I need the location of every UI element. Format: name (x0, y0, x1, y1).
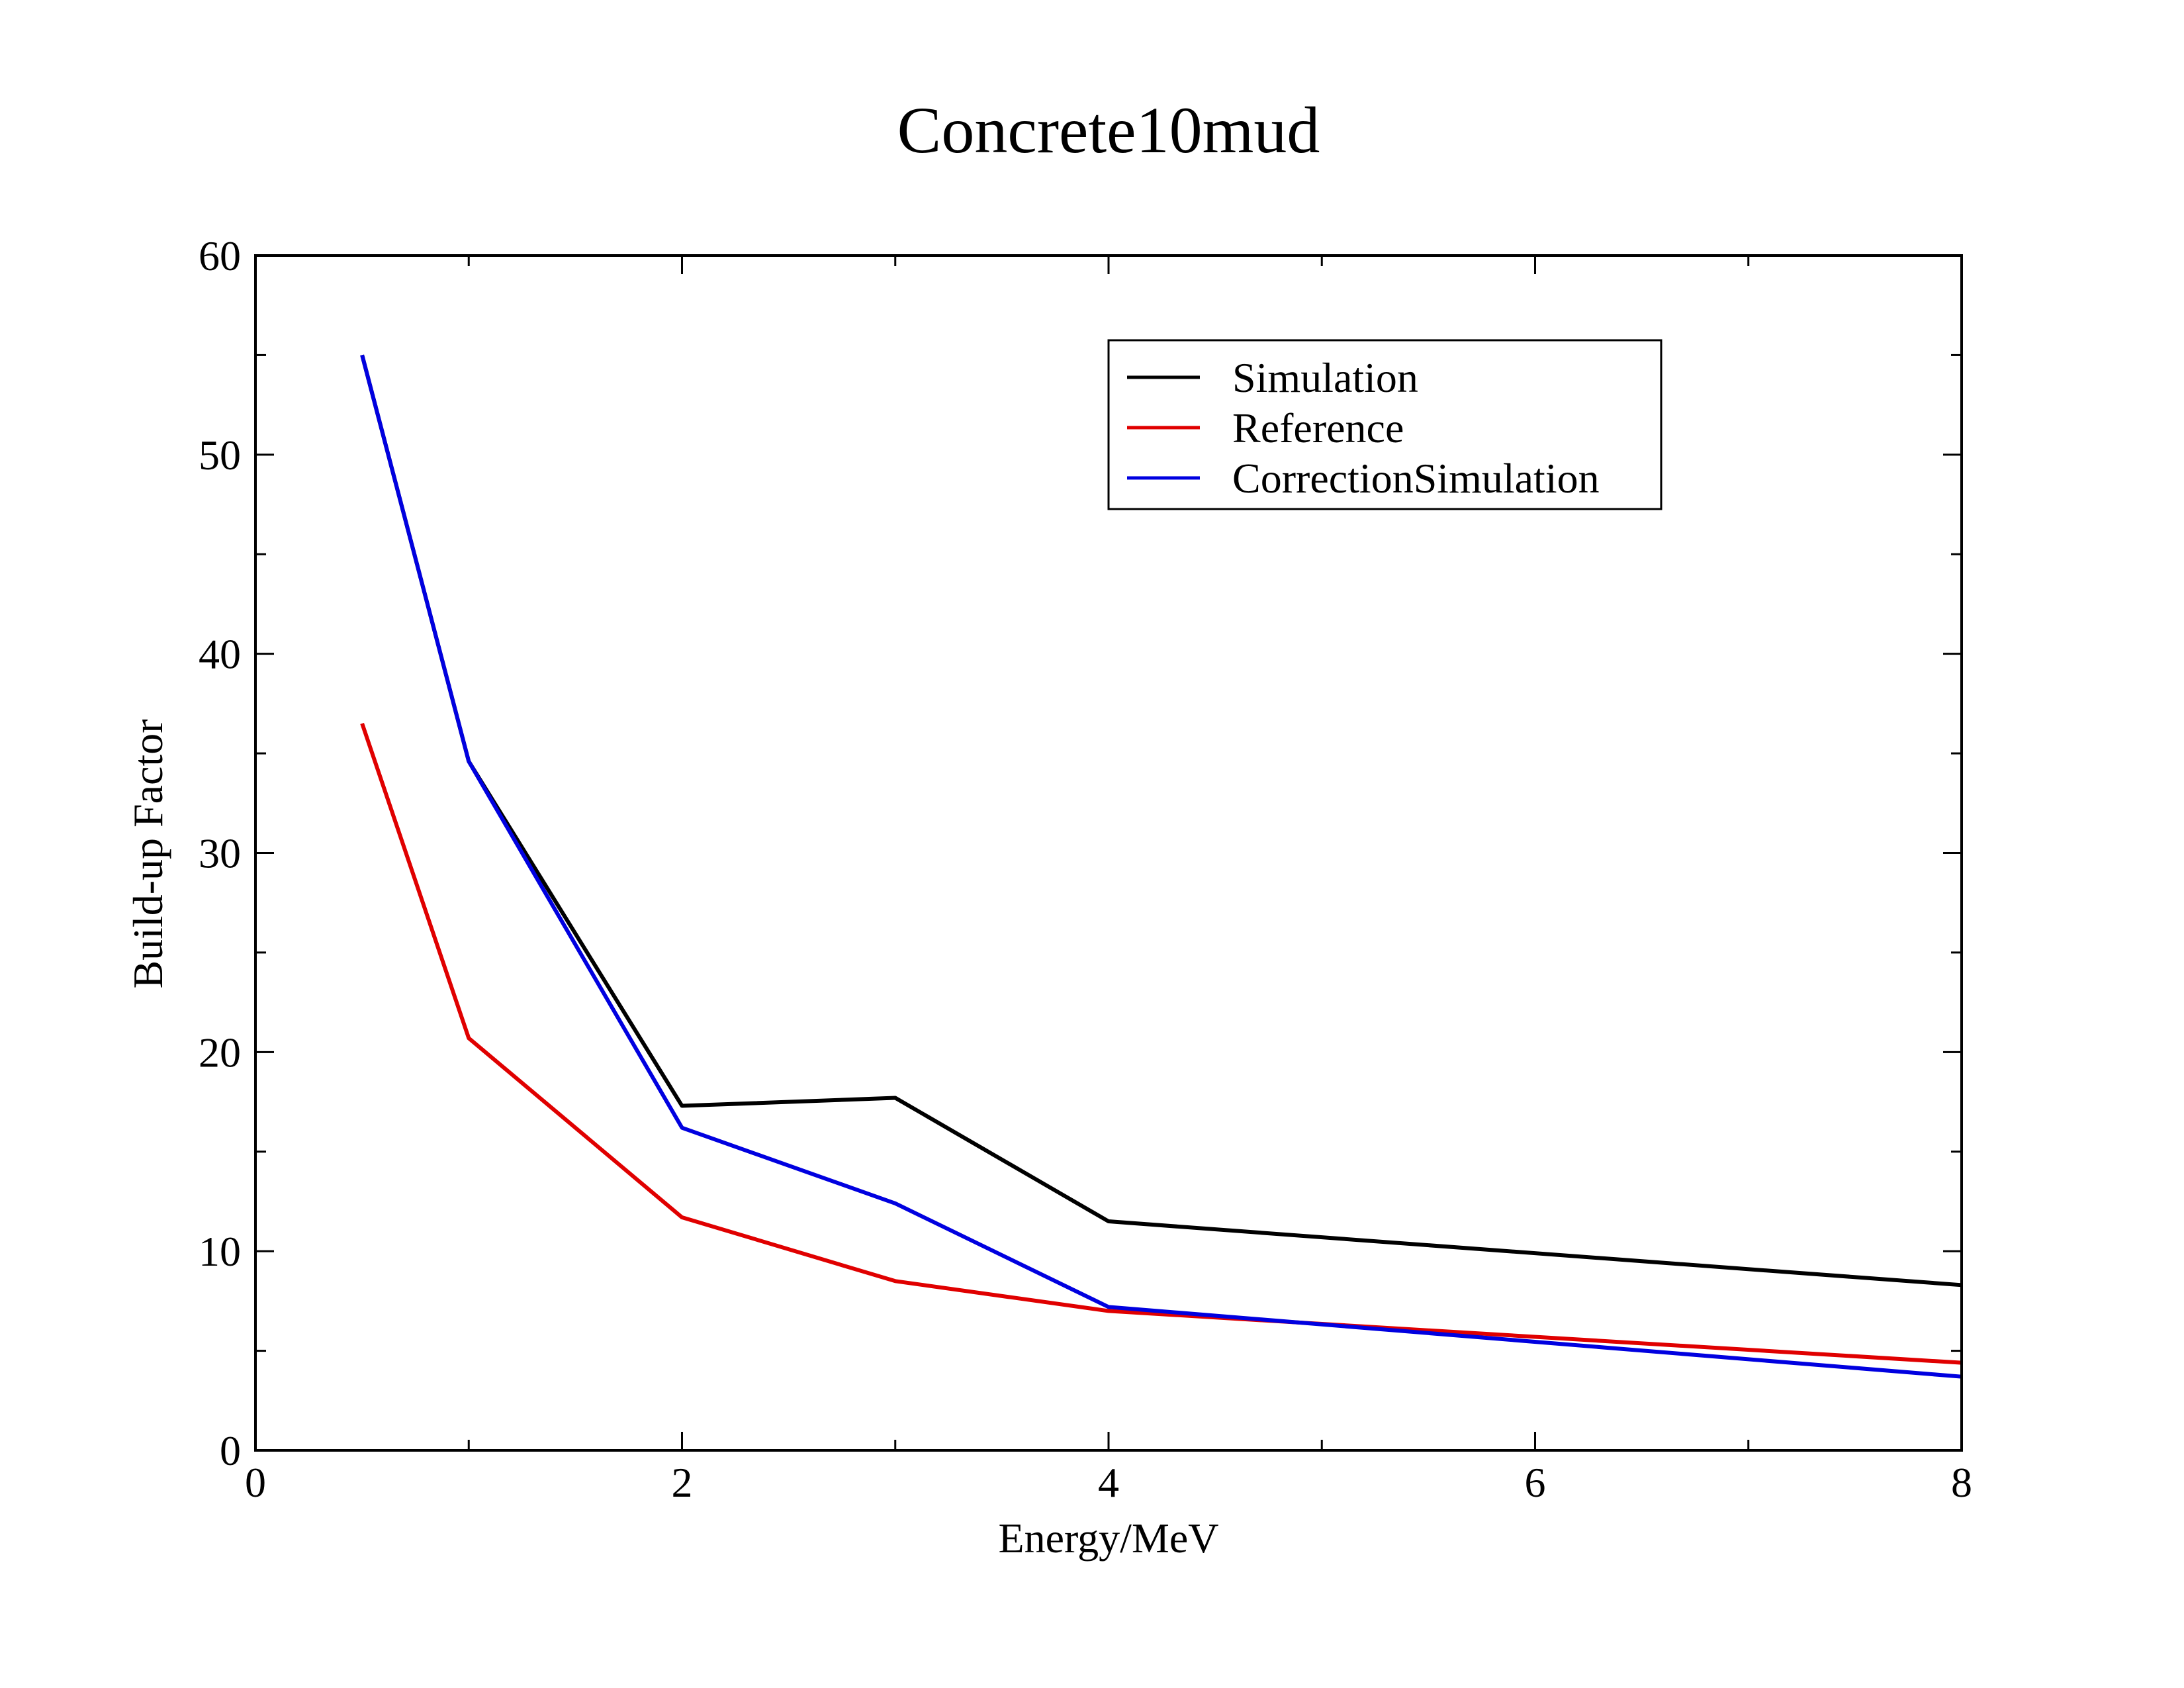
series-layer (360, 354, 1962, 1379)
x-tick-label: 8 (1951, 1459, 1972, 1506)
x-tick-label: 6 (1525, 1459, 1546, 1506)
legend-label: Reference (1232, 404, 1404, 451)
y-tick-label: 0 (220, 1427, 241, 1474)
ticks-layer: 0 2 4 6 8 0 10 20 30 40 50 60 (199, 232, 1972, 1506)
y-axis-label: Build-up Factor (124, 719, 171, 988)
x-tick-label: 0 (245, 1459, 266, 1506)
x-axis-label: Energy/MeV (999, 1515, 1219, 1562)
x-tick-label: 4 (1098, 1459, 1119, 1506)
y-tick-label: 60 (199, 232, 241, 279)
legend-label: Simulation (1232, 354, 1418, 401)
y-tick-label: 40 (199, 631, 241, 678)
legend-label: CorrectionSimulation (1232, 455, 1600, 502)
y-tick-label: 30 (199, 830, 241, 877)
x-tick-label: 2 (672, 1459, 693, 1506)
series-line-correctionsimulation (360, 354, 1962, 1379)
legend-box (1107, 339, 1662, 510)
y-tick-label: 20 (199, 1029, 241, 1076)
y-tick-label: 10 (199, 1228, 241, 1275)
chart-title: Concrete10mud (897, 93, 1320, 167)
y-tick-label: 50 (199, 432, 241, 479)
